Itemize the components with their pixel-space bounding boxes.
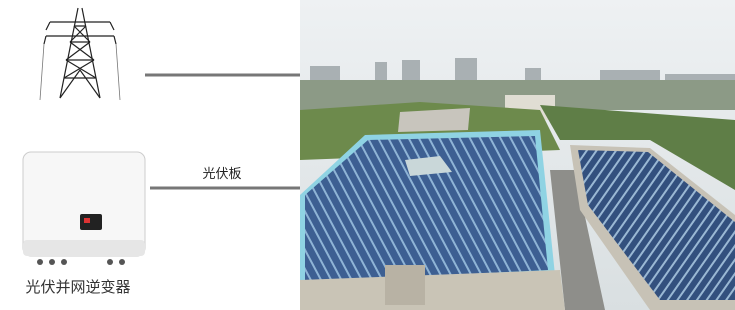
diagram: 光伏板 光伏并网逆变器 [0,0,735,310]
inverter [23,152,145,265]
inverter-label: 光伏并网逆变器 [25,278,130,296]
page: {"labels": {"panel": "光伏板", "inverter": … [0,0,735,310]
panel-label: 光伏板 [202,167,241,182]
power-pylon [40,8,120,100]
solar-roof-photo [300,0,735,310]
